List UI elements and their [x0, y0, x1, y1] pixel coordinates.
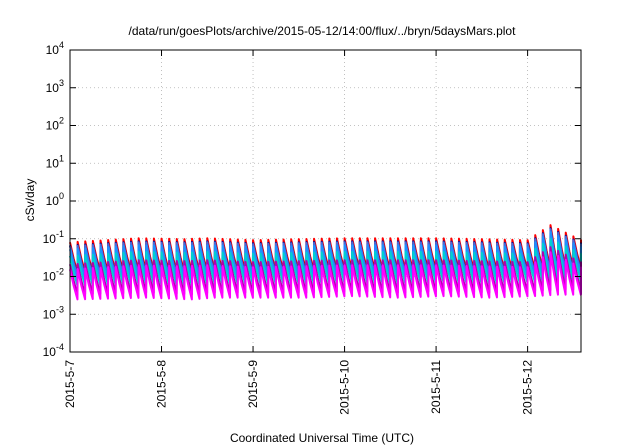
- x-axis-label: Coordinated Universal Time (UTC): [230, 431, 414, 445]
- x-tick-label: 2015-5-11: [429, 360, 443, 414]
- chart-title: /data/run/goesPlots/archive/2015-05-12/1…: [129, 24, 517, 38]
- grid-lines: [70, 50, 581, 352]
- y-tick-label: 103: [46, 78, 64, 95]
- y-tick-label: 10-3: [43, 304, 64, 321]
- y-axis-label: cSv/day: [23, 179, 37, 222]
- x-tick-label: 2015-5-7: [63, 360, 77, 408]
- y-tick-label: 104: [46, 40, 64, 57]
- x-tick-label: 2015-5-10: [338, 360, 352, 415]
- y-tick-label: 100: [46, 191, 64, 208]
- series-line-7: [69, 251, 582, 301]
- y-axis-ticks: 10-4 10-3 10-2 10-1 100 101 102 103 104: [43, 40, 581, 359]
- x-tick-label: 2015-5-8: [155, 360, 169, 408]
- series-group: [69, 224, 582, 301]
- x-tick-label: 2015-5-9: [246, 360, 260, 408]
- y-tick-label: 10-2: [43, 267, 64, 284]
- y-tick-label: 10-1: [43, 229, 64, 246]
- y-tick-label: 10-4: [43, 342, 64, 359]
- x-axis-ticks: 2015-5-7 2015-5-8 2015-5-9 2015-5-10 2015-5-…: [63, 50, 535, 415]
- y-tick-label: 101: [46, 153, 64, 170]
- y-tick-label: 102: [46, 116, 64, 133]
- x-tick-label: 2015-5-12: [521, 360, 535, 415]
